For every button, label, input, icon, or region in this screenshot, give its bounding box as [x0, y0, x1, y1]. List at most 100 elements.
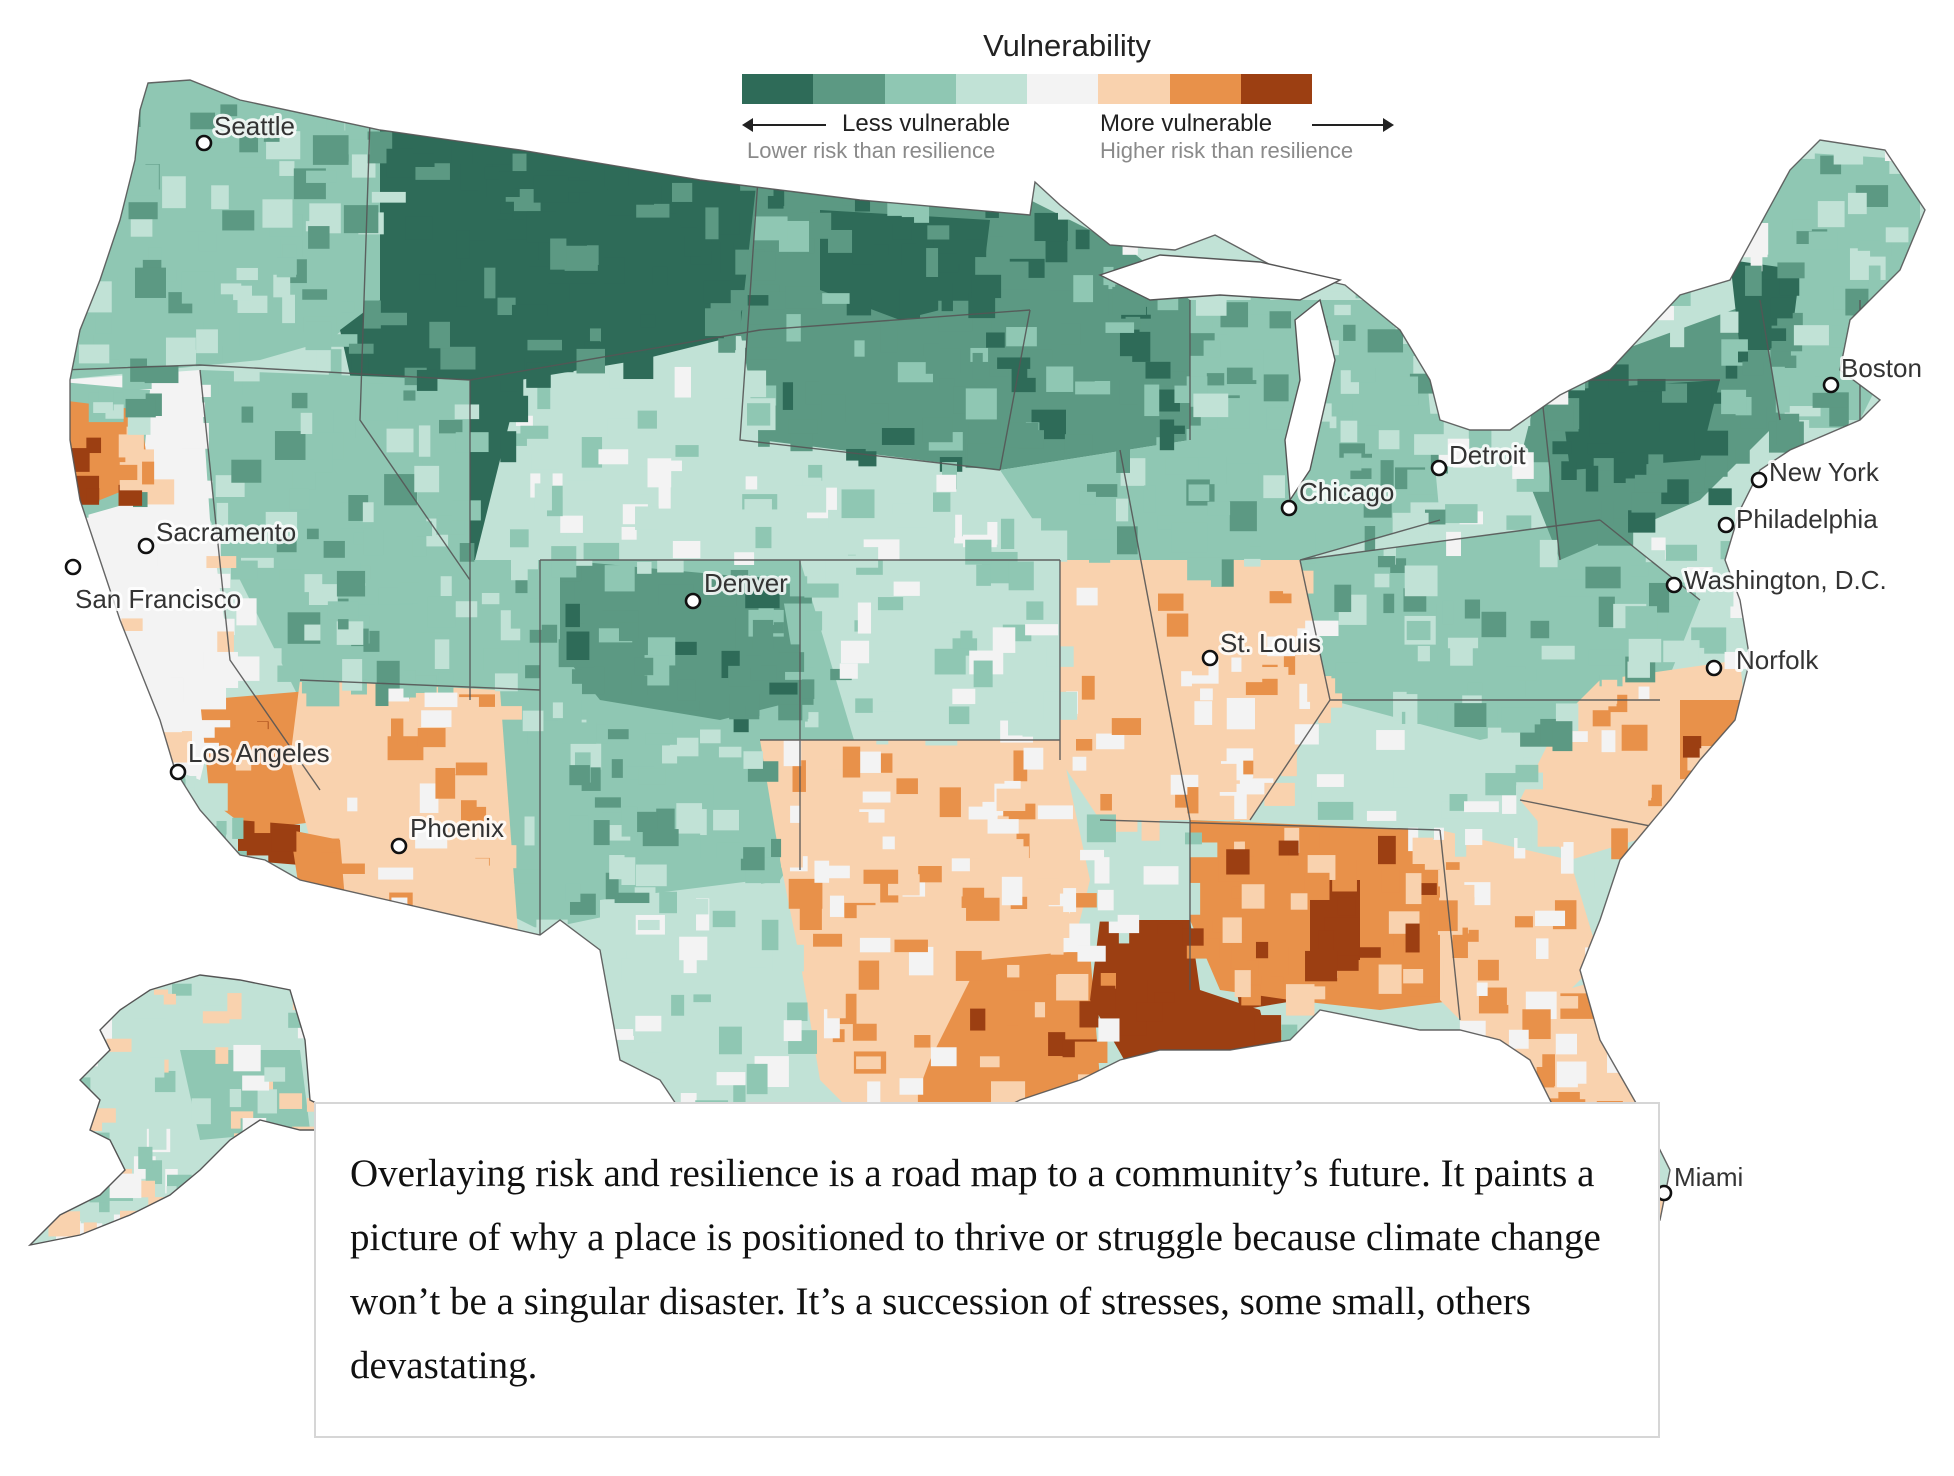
county-cell	[1296, 779, 1312, 811]
county-cell	[1278, 230, 1300, 258]
county-cell	[1000, 518, 1015, 550]
county-cell	[881, 428, 915, 445]
county-cell	[1203, 340, 1221, 358]
county-cell	[1882, 424, 1907, 441]
county-cell	[828, 229, 853, 253]
county-cell	[121, 618, 143, 631]
county-cell	[965, 388, 997, 420]
county-cell	[1414, 103, 1450, 132]
county-cell	[805, 611, 823, 631]
alaska-cell	[227, 993, 242, 1020]
county-cell	[282, 294, 295, 324]
county-cell	[989, 365, 1009, 377]
alaska-cell	[148, 1127, 167, 1150]
county-cell	[1682, 1066, 1700, 1081]
left-arrow-icon	[742, 118, 826, 132]
county-cell	[442, 1062, 466, 1082]
county-cell	[1283, 648, 1296, 675]
county-cell	[375, 683, 389, 707]
county-cell	[142, 461, 155, 485]
county-cell	[1858, 419, 1886, 451]
county-cell	[1326, 1051, 1361, 1073]
county-cell	[1771, 935, 1802, 950]
county-cell	[1870, 981, 1897, 1007]
alaska-cell	[67, 1057, 82, 1083]
county-cell	[1652, 845, 1676, 868]
county-cell	[1299, 683, 1311, 709]
county-cell	[607, 1029, 634, 1040]
county-cell	[207, 863, 221, 876]
county-cell	[124, 880, 150, 908]
county-cell	[1206, 373, 1225, 386]
county-cell	[418, 425, 431, 457]
county-cell	[975, 257, 1008, 279]
county-cell	[401, 1073, 428, 1085]
county-cell	[1724, 803, 1748, 815]
county-cell	[477, 963, 507, 985]
county-cell	[170, 677, 184, 703]
annotation-text: Overlaying risk and resilience is a road…	[350, 1152, 1601, 1387]
county-cell	[1631, 492, 1662, 513]
county-cell	[907, 180, 919, 193]
county-cell	[1271, 976, 1284, 993]
county-cell	[1152, 376, 1181, 387]
county-cell	[1763, 1044, 1777, 1076]
legend-swatch	[955, 74, 1027, 104]
county-cell	[773, 183, 785, 207]
county-cell	[251, 913, 272, 935]
county-cell	[292, 470, 316, 490]
county-cell	[954, 514, 966, 544]
county-cell	[1476, 294, 1507, 317]
alaska-cell	[166, 1186, 177, 1198]
county-cell	[604, 565, 635, 592]
county-cell	[512, 1043, 527, 1067]
county-cell	[1541, 645, 1575, 660]
alaska-cell	[273, 1147, 287, 1158]
county-cell	[1078, 1074, 1112, 1092]
county-cell	[1857, 240, 1881, 251]
county-cell	[1731, 235, 1768, 258]
county-cell	[73, 1045, 90, 1068]
county-cell	[1454, 703, 1487, 728]
county-cell	[1430, 1056, 1447, 1072]
county-cell	[125, 1238, 158, 1250]
county-cell	[265, 511, 298, 531]
county-cell	[305, 982, 329, 997]
county-cell	[1117, 196, 1139, 209]
county-cell	[1536, 938, 1549, 959]
county-cell	[1929, 809, 1951, 840]
county-cell	[348, 343, 374, 354]
county-cell	[365, 406, 398, 421]
county-cell	[569, 815, 589, 834]
county-cell	[893, 581, 920, 596]
county-cell	[1081, 675, 1095, 700]
county-cell	[90, 167, 116, 192]
county-cell	[602, 610, 639, 623]
alaska-cell	[229, 1196, 250, 1214]
county-cell	[813, 933, 843, 947]
county-cell	[1547, 403, 1574, 431]
county-cell	[926, 248, 939, 278]
county-cell	[1588, 649, 1623, 666]
county-cell	[73, 866, 86, 890]
legend-title: Vulnerability	[983, 28, 1151, 63]
county-cell	[233, 285, 252, 301]
county-cell	[1533, 323, 1555, 344]
county-cell	[1757, 267, 1773, 280]
county-cell	[593, 820, 610, 846]
county-cell	[313, 974, 324, 990]
county-cell	[1329, 216, 1354, 243]
city-label: Phoenix	[410, 813, 504, 843]
county-cell	[1098, 1018, 1120, 1042]
county-cell	[1900, 1202, 1922, 1220]
county-cell	[1318, 701, 1331, 724]
county-cell	[1376, 1060, 1404, 1074]
county-cell	[388, 814, 406, 842]
county-cell	[455, 432, 489, 453]
county-cell	[1446, 531, 1461, 557]
county-cell	[604, 156, 629, 187]
svg-text:New York: New York	[1769, 457, 1880, 487]
county-cell	[875, 692, 905, 712]
county-cell	[1734, 89, 1768, 108]
